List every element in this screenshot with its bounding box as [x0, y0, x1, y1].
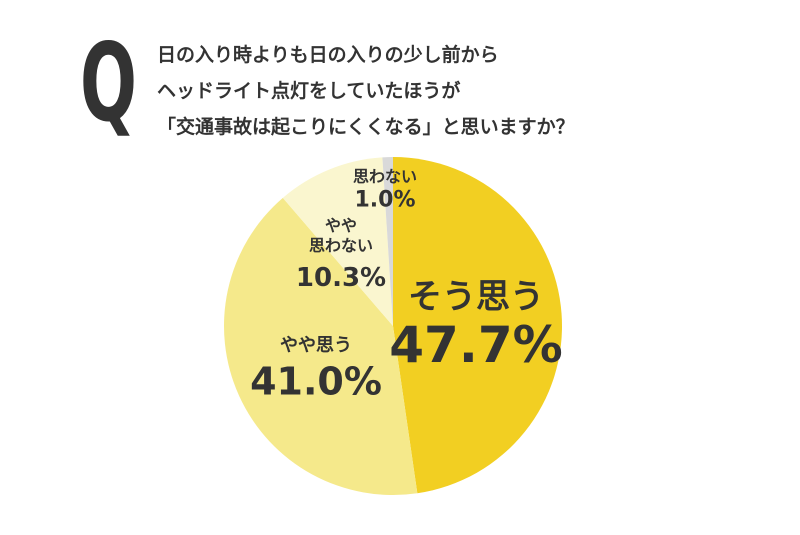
pie-slice [393, 157, 562, 494]
pie-slice [382, 157, 393, 326]
question-line: ヘッドライト点灯をしていたほうが [157, 80, 461, 102]
category-label: そう思う [408, 276, 544, 317]
pie-slice [282, 157, 393, 326]
category-label: やや 思わない [308, 216, 374, 255]
value-label: 10.3% [295, 262, 387, 293]
value-label: 1.0% [354, 187, 416, 213]
question-line: 日の入り時よりも日の入りの少し前から [157, 44, 499, 66]
pie-slice [224, 197, 418, 495]
category-label: やや思う [280, 334, 352, 356]
value-label: 47.7% [389, 315, 563, 374]
value-label: 41.0% [250, 359, 382, 404]
question-line: 「交通事故は起こりにくくなる」と思いますか？ [157, 116, 575, 138]
category-label: 思わない [352, 167, 418, 186]
question-mark: Q [80, 21, 137, 146]
